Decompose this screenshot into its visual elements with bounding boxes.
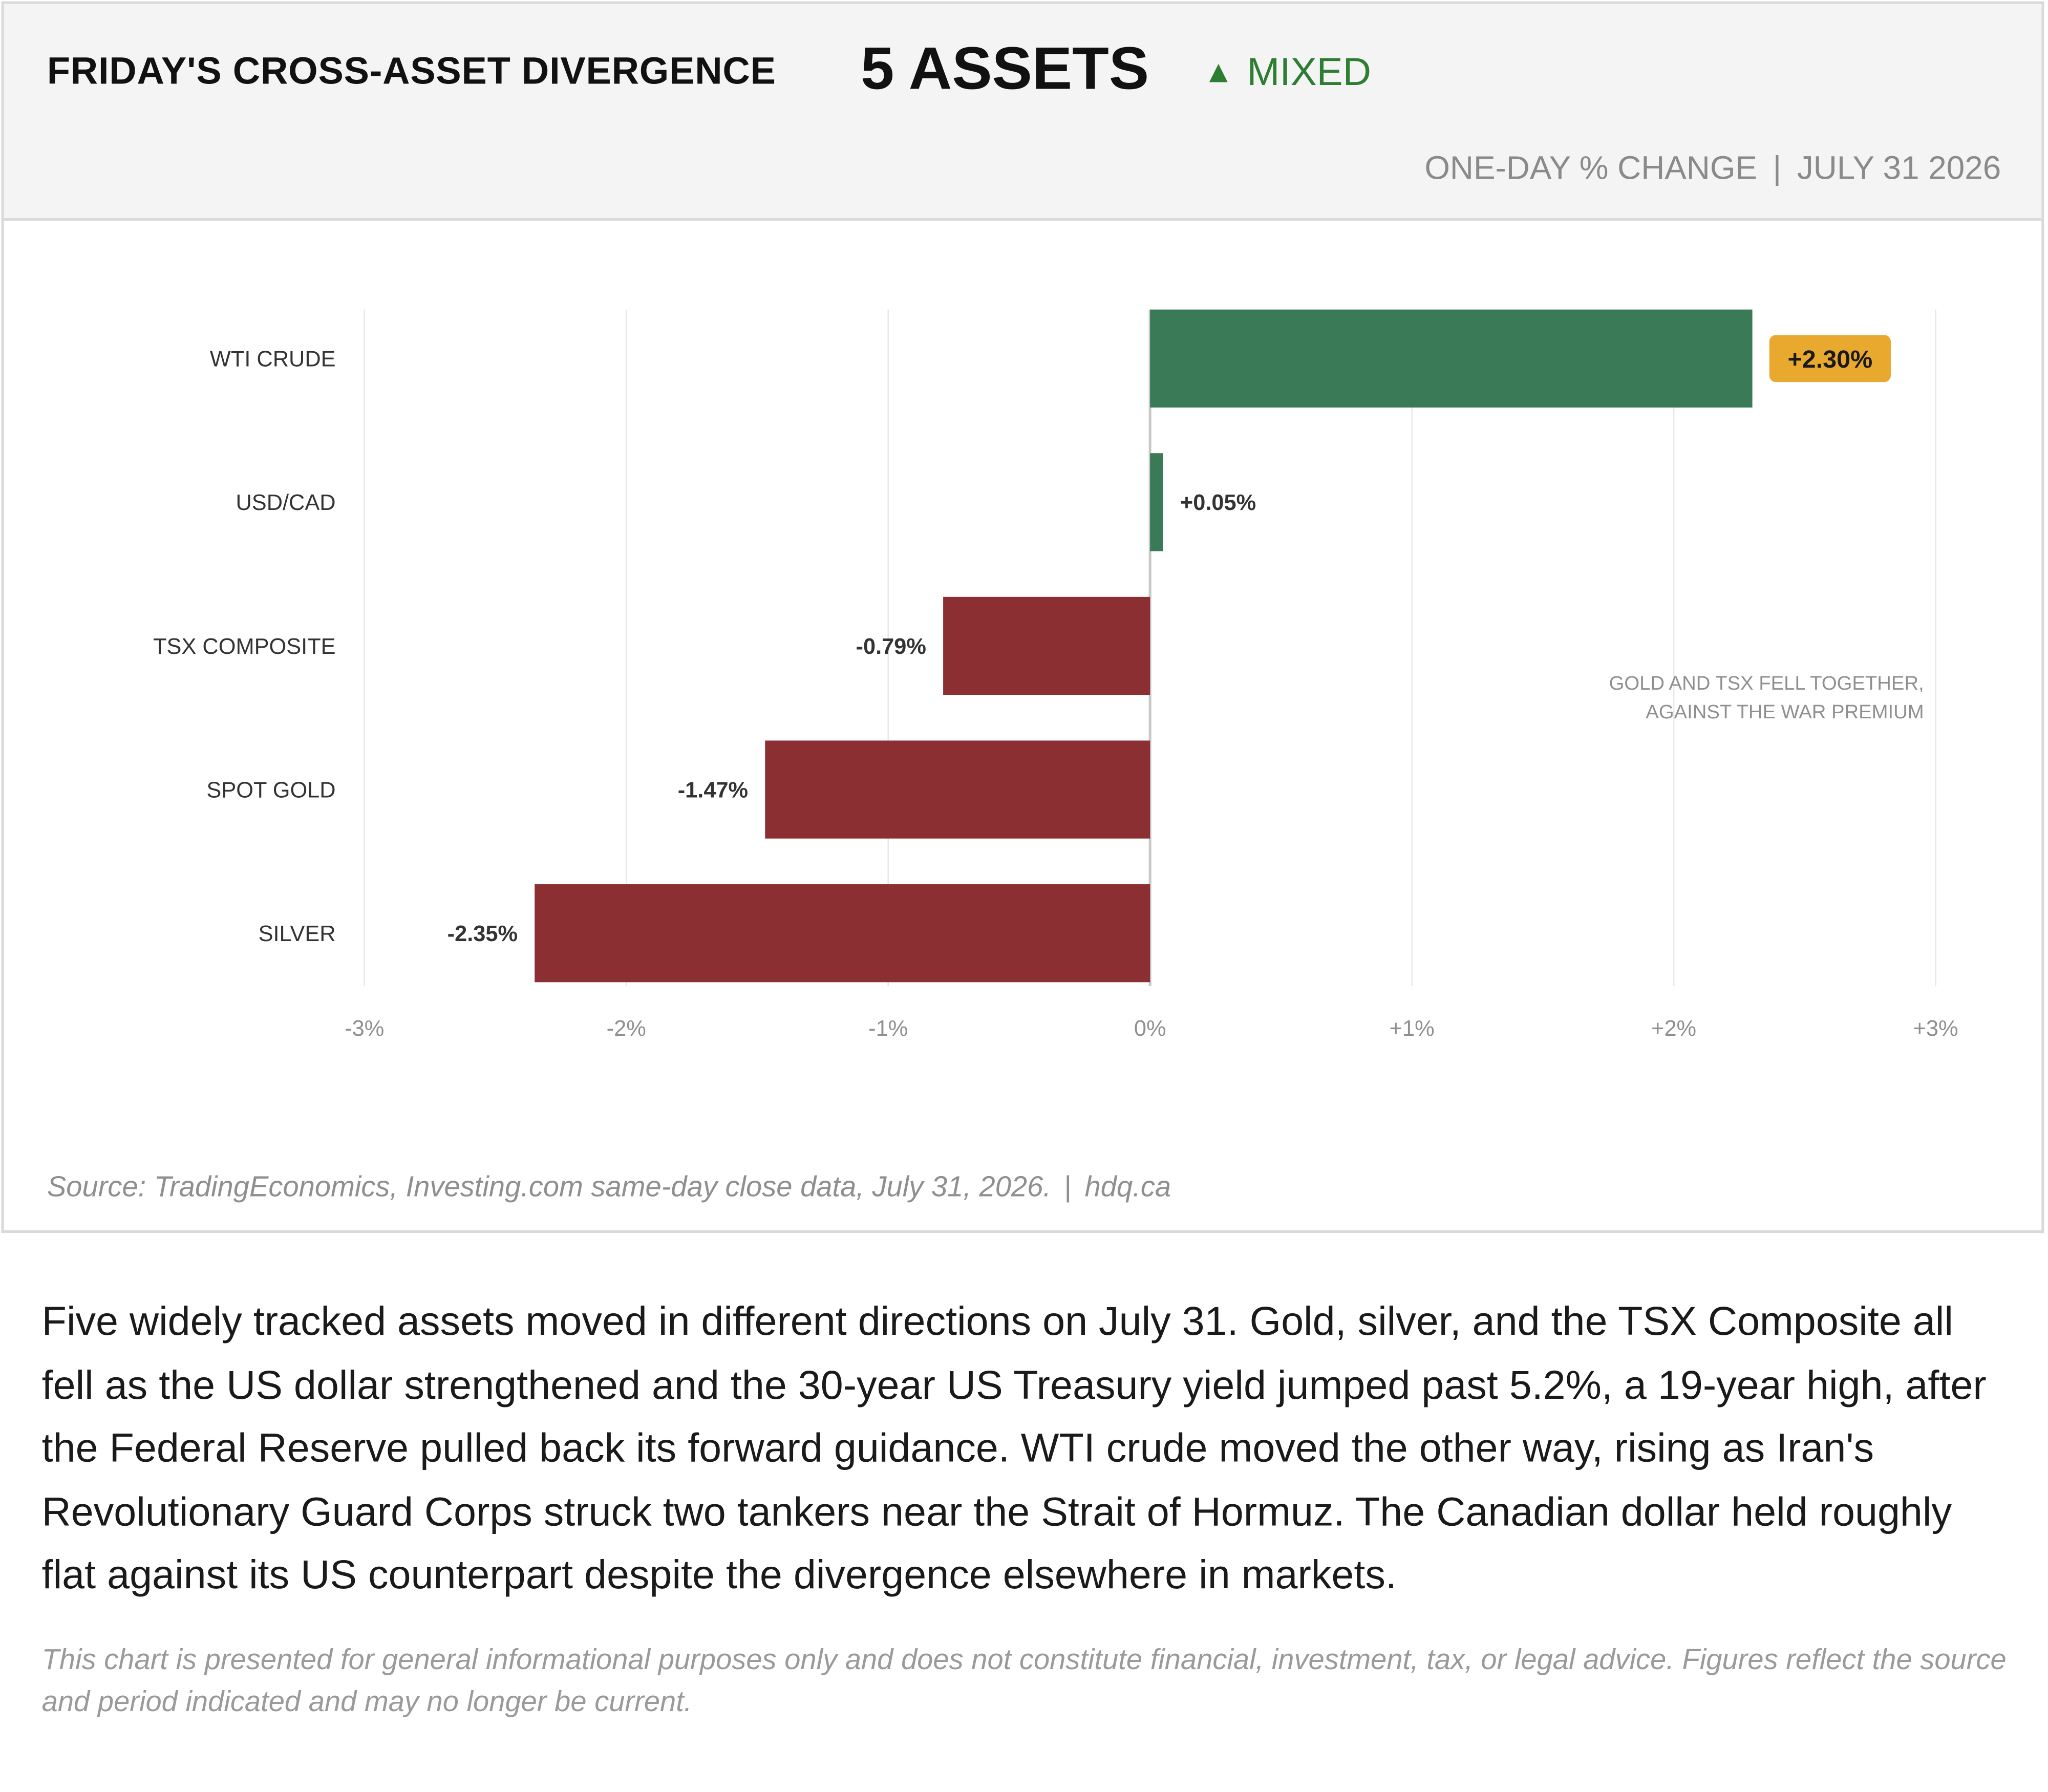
category-label: SILVER: [259, 922, 336, 946]
bar: [765, 740, 1150, 839]
bar-chart: -3% -2% -1% 0% +1% +2% +3% WTI CRUDE +2.30% USD/C…: [153, 309, 1958, 1041]
data-label: +0.05%: [1180, 490, 1256, 515]
x-tick-label: -2%: [607, 1016, 646, 1041]
source-separator: |: [1064, 1170, 1072, 1203]
bar: [535, 884, 1150, 983]
source-text: Source: TradingEconomics, Investing.com …: [47, 1170, 1051, 1203]
data-label: -1.47%: [678, 778, 748, 802]
x-tick-label: -1%: [868, 1016, 908, 1041]
card-header: FRIDAY'S CROSS-ASSET DIVERGENCE 5 ASSETS…: [4, 4, 2042, 221]
data-label: -2.35%: [447, 922, 518, 946]
asset-count: 5 ASSETS: [861, 34, 1149, 102]
category-label: USD/CAD: [236, 490, 335, 515]
chart-title: FRIDAY'S CROSS-ASSET DIVERGENCE: [47, 51, 776, 93]
category-label: WTI CRUDE: [210, 347, 336, 372]
chart-subtitle: ONE-DAY % CHANGE | JULY 31 2026: [1424, 150, 2001, 188]
triangle-up-icon: ▲: [1203, 55, 1234, 91]
category-label: SPOT GOLD: [206, 778, 335, 802]
subtitle-separator: |: [1773, 150, 1782, 187]
x-tick-label: 0%: [1134, 1016, 1166, 1041]
source-site: hdq.ca: [1084, 1170, 1171, 1203]
x-tick-label: +3%: [1913, 1016, 1958, 1041]
chart-annotation-line: GOLD AND TSX FELL TOGETHER,: [1609, 672, 1924, 694]
disclaimer-text: This chart is presented for general info…: [41, 1643, 2007, 1718]
chart-card: FRIDAY'S CROSS-ASSET DIVERGENCE 5 ASSETS…: [1, 1, 2044, 1233]
chart-annotation-line: AGAINST THE WAR PREMIUM: [1646, 701, 1924, 723]
x-tick-label: +1%: [1390, 1016, 1435, 1041]
subtitle-metric: ONE-DAY % CHANGE: [1424, 150, 1758, 187]
status-indicator: ▲ MIXED: [1203, 51, 1371, 95]
subtitle-date: JULY 31 2026: [1797, 150, 2001, 187]
category-label: TSX COMPOSITE: [153, 634, 336, 659]
data-label: -0.79%: [856, 634, 926, 659]
bar: [943, 596, 1150, 695]
x-tick-label: -3%: [345, 1016, 384, 1041]
value-badge: [1769, 335, 1891, 382]
status-label: MIXED: [1247, 51, 1372, 94]
body-paragraph: Five widely tracked assets moved in diff…: [41, 1298, 1987, 1597]
bar: [1150, 309, 1753, 408]
data-label: +2.30%: [1788, 346, 1873, 373]
x-tick-label: +2%: [1651, 1016, 1696, 1041]
source-line: Source: TradingEconomics, Investing.com …: [47, 1170, 1171, 1204]
bar: [1150, 453, 1163, 551]
